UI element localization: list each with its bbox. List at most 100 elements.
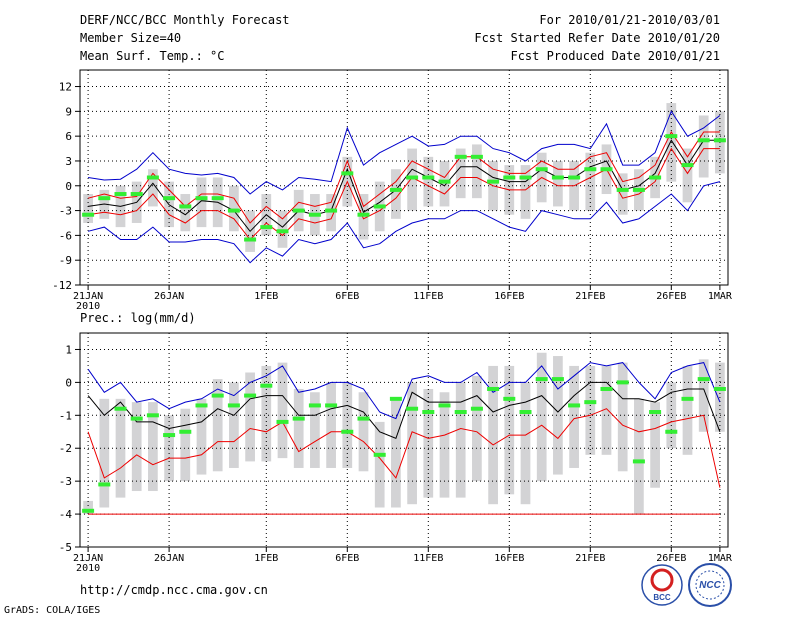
observed-mark-1-33	[616, 380, 629, 385]
x-tick-label-0-2: 1FEB	[254, 291, 278, 302]
observed-mark-1-2	[114, 406, 127, 411]
ensemble-box-1-26	[504, 365, 515, 495]
ensemble-box-1-6	[180, 408, 191, 482]
ensemble-box-0-31	[585, 152, 596, 211]
header-variable: Mean Surf. Temp.: °C	[80, 49, 225, 63]
observed-mark-1-9	[227, 403, 240, 408]
observed-mark-1-29	[551, 377, 564, 382]
observed-mark-1-16	[341, 429, 354, 434]
observed-mark-1-31	[584, 400, 597, 405]
bcc-logo-swirl	[650, 568, 674, 592]
series-min-0	[87, 181, 721, 264]
observed-mark-0-3	[130, 192, 143, 197]
observed-mark-0-20	[406, 175, 419, 180]
ensemble-box-1-20	[407, 382, 417, 505]
x-tick-label-0-5: 16FEB	[494, 291, 524, 302]
x-tick-label-0-6: 21FEB	[575, 291, 605, 302]
y-tick-label-1-3: -2	[59, 442, 72, 455]
footer-url[interactable]: http://cmdp.ncc.cma.gov.cn	[80, 583, 268, 597]
observed-mark-1-24	[470, 406, 483, 411]
observed-mark-1-1	[98, 482, 111, 487]
ensemble-box-0-20	[407, 148, 417, 211]
observed-mark-1-22	[438, 403, 451, 408]
observed-mark-0-8	[211, 196, 224, 201]
ensemble-box-1-5	[164, 415, 174, 482]
series-mean-0	[88, 139, 720, 233]
observed-mark-1-30	[568, 403, 581, 408]
ensemble-box-1-23	[455, 382, 466, 498]
x-tick-label-0-3: 6FEB	[335, 291, 359, 302]
y-tick-label-0-3: 3	[65, 155, 72, 168]
observed-mark-0-4	[146, 175, 159, 180]
observed-mark-0-9	[227, 208, 240, 213]
header-start-date: Fcst Started Refer Date 2010/01/20	[474, 31, 720, 45]
observed-mark-0-6	[179, 204, 192, 209]
observed-mark-1-12	[276, 419, 289, 424]
x-tick-label-1-4: 11FEB	[413, 553, 443, 564]
ensemble-box-0-22	[439, 160, 450, 207]
header-period: For 2010/01/21-2010/03/01	[539, 13, 720, 27]
x-tick-label-1-2: 1FEB	[254, 553, 278, 564]
ensemble-box-0-7	[196, 177, 207, 228]
ensemble-box-1-15	[326, 382, 336, 468]
x-tick-label-0-7: 26FEB	[656, 291, 686, 302]
ensemble-box-0-17	[358, 194, 369, 240]
observed-mark-0-12	[276, 229, 289, 234]
y-tick-label-1-0: 1	[65, 343, 72, 356]
observed-mark-1-4	[146, 413, 159, 418]
ensemble-box-0-38	[698, 115, 709, 178]
ensemble-box-1-4	[148, 402, 158, 492]
observed-mark-0-27	[519, 175, 532, 180]
ensemble-box-1-3	[131, 402, 142, 492]
observed-mark-1-11	[260, 383, 273, 388]
ensemble-box-1-19	[391, 398, 401, 508]
grads-credit: GrADS: COLA/IGES	[4, 605, 100, 616]
y-tick-label-0-0: 12	[59, 81, 72, 94]
observed-mark-1-15	[325, 403, 338, 408]
observed-mark-0-14	[308, 212, 321, 217]
x-tick-label-1-7: 26FEB	[656, 553, 686, 564]
ensemble-box-1-37	[682, 365, 693, 455]
observed-mark-0-10	[244, 237, 257, 242]
y-tick-label-0-6: -6	[59, 229, 72, 242]
observed-mark-1-32	[600, 386, 613, 391]
x-tick-label-0-8: 1MAR	[708, 291, 733, 302]
ensemble-box-0-27	[520, 165, 531, 219]
series-lower-1	[87, 408, 721, 488]
header-member-size: Member Size=40	[80, 31, 181, 45]
ncc-logo-ring	[688, 563, 732, 607]
ncc-logo: NCC	[688, 563, 732, 607]
observed-mark-1-10	[244, 393, 257, 398]
x-tick-label-0-4: 11FEB	[413, 291, 443, 302]
ensemble-box-1-13	[293, 388, 304, 468]
ensemble-box-0-0	[83, 194, 93, 223]
observed-mark-1-25	[487, 386, 500, 391]
observed-mark-0-29	[551, 175, 564, 180]
ensemble-box-1-38	[698, 359, 709, 432]
observed-mark-1-21	[422, 410, 435, 415]
ncc-logo-globe	[695, 570, 725, 600]
ensemble-box-1-10	[245, 372, 255, 462]
observed-mark-0-2	[114, 192, 127, 197]
x-tick-label-1-1: 26JAN	[154, 553, 184, 564]
observed-mark-0-19	[389, 187, 402, 192]
x-tick-label-1-5: 16FEB	[494, 553, 524, 564]
y-tick-label-1-5: -4	[59, 508, 73, 521]
ensemble-box-0-19	[391, 169, 401, 219]
observed-mark-0-16	[341, 171, 354, 176]
observed-mark-0-36	[665, 134, 678, 139]
ensemble-box-1-27	[520, 382, 531, 505]
ensemble-box-0-15	[326, 194, 336, 232]
observed-mark-1-27	[519, 410, 532, 415]
observed-mark-1-13	[292, 416, 305, 421]
observed-mark-1-19	[389, 396, 402, 401]
observed-mark-1-39	[713, 386, 726, 391]
observed-mark-1-14	[308, 403, 321, 408]
y-tick-label-1-6: -5	[59, 541, 72, 554]
y-tick-label-0-4: 0	[65, 180, 72, 193]
observed-mark-0-15	[325, 208, 338, 213]
observed-mark-1-0	[82, 508, 95, 513]
ensemble-box-0-24	[472, 144, 482, 199]
